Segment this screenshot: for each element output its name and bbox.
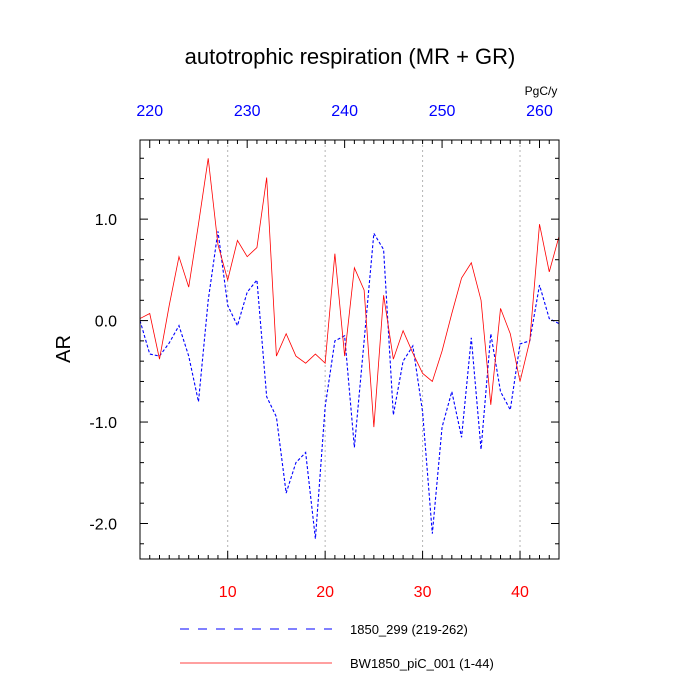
- top-tick-label: 260: [526, 103, 553, 120]
- series-line-1: [139, 158, 560, 428]
- gridlines: [227, 140, 521, 559]
- chart-title: autotrophic respiration (MR + GR): [185, 44, 516, 69]
- bottom-tick-label: 20: [316, 584, 334, 601]
- legend: 1850_299 (219-262) BW1850_piC_001 (1-44): [180, 622, 494, 671]
- units-label: PgC/y: [525, 84, 558, 98]
- ticks-layer: 10 20 30 40 220 230 240 250 260 1.0 0.0 -1.0 -2.0: [89, 103, 560, 601]
- series-layer: [139, 158, 560, 539]
- top-tick-label: 250: [429, 103, 456, 120]
- y-tick-label: -2.0: [89, 516, 117, 533]
- bottom-tick-label: 40: [511, 584, 529, 601]
- plot-frame: [139, 139, 560, 560]
- y-axis-label: AR: [53, 335, 75, 363]
- bottom-tick-label: 30: [414, 584, 432, 601]
- bottom-tick-label: 10: [219, 584, 237, 601]
- top-tick-label: 220: [136, 103, 163, 120]
- y-tick-label: -1.0: [89, 415, 117, 432]
- y-tick-label: 1.0: [95, 212, 117, 229]
- legend-label-1: BW1850_piC_001 (1-44): [350, 656, 494, 671]
- series-line-0: [139, 231, 560, 539]
- legend-label-0: 1850_299 (219-262): [350, 622, 468, 637]
- top-tick-label: 230: [234, 103, 261, 120]
- top-tick-label: 240: [331, 103, 358, 120]
- y-tick-label: 0.0: [95, 314, 117, 331]
